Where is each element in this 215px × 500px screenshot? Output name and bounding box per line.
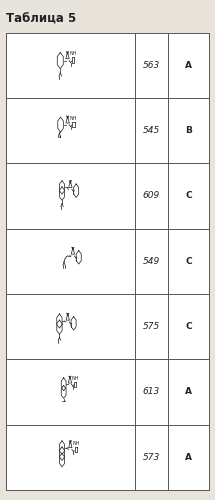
Text: Таблица 5: Таблица 5 [6, 12, 77, 26]
Text: 545: 545 [143, 126, 160, 135]
Text: C: C [185, 192, 192, 200]
Polygon shape [74, 184, 79, 198]
Text: C: C [185, 322, 192, 331]
Polygon shape [61, 378, 66, 390]
Polygon shape [60, 447, 64, 460]
Polygon shape [58, 132, 61, 137]
Text: 563: 563 [143, 60, 160, 70]
Polygon shape [60, 441, 64, 454]
Text: NH: NH [70, 52, 77, 57]
Polygon shape [69, 181, 72, 188]
Text: NH: NH [70, 116, 77, 121]
Text: A: A [185, 388, 192, 396]
Polygon shape [58, 117, 63, 132]
Text: 609: 609 [143, 192, 160, 200]
Polygon shape [57, 320, 62, 334]
Polygon shape [74, 382, 77, 387]
Text: C: C [185, 257, 192, 266]
Text: A: A [185, 453, 192, 462]
Text: NH: NH [72, 376, 79, 382]
Text: NH: NH [72, 441, 80, 446]
Polygon shape [57, 52, 63, 68]
Polygon shape [68, 376, 72, 383]
Polygon shape [71, 248, 75, 254]
Polygon shape [76, 250, 81, 264]
Text: 613: 613 [143, 388, 160, 396]
Text: 573: 573 [143, 453, 160, 462]
Polygon shape [71, 316, 76, 330]
Text: A: A [185, 60, 192, 70]
Polygon shape [60, 187, 64, 200]
Text: 575: 575 [143, 322, 160, 331]
Text: 549: 549 [143, 257, 160, 266]
Polygon shape [60, 180, 64, 194]
Polygon shape [72, 122, 75, 128]
Polygon shape [66, 52, 69, 59]
Text: B: B [185, 126, 192, 135]
Polygon shape [75, 446, 77, 452]
Polygon shape [66, 314, 69, 320]
Polygon shape [60, 454, 64, 467]
Polygon shape [61, 386, 66, 398]
Polygon shape [57, 314, 62, 328]
Polygon shape [66, 116, 69, 123]
Polygon shape [69, 441, 72, 448]
Polygon shape [72, 58, 74, 62]
